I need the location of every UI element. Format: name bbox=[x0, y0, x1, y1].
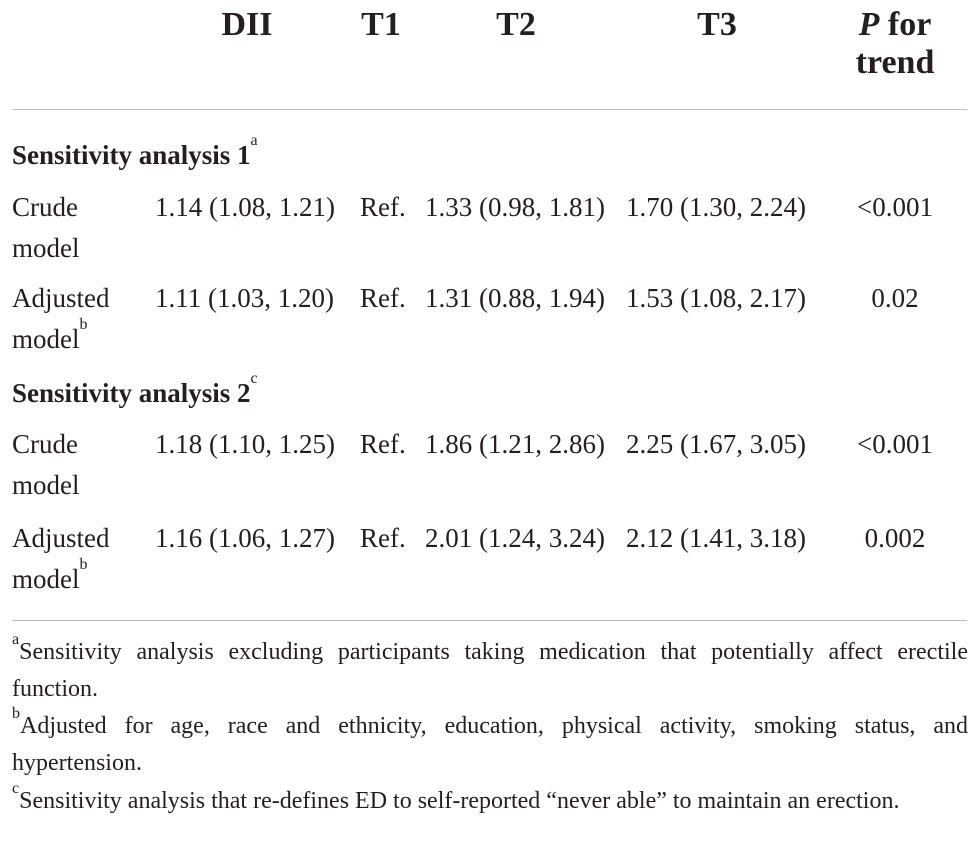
p-italic: P bbox=[858, 6, 880, 43]
cell: 1.33 (0.98, 1.81) bbox=[425, 192, 605, 222]
cell: Ref. bbox=[360, 523, 406, 553]
p-value: <0.001 bbox=[857, 192, 933, 222]
section-text: Sensitivity analysis 1 bbox=[12, 140, 251, 170]
cell: 2.25 (1.67, 3.05) bbox=[626, 429, 806, 459]
cell: 1.11 (1.03, 1.20) bbox=[155, 283, 334, 313]
row-text: Adjusted model bbox=[12, 523, 110, 594]
footnote: bAdjusted for age, race and ethnicity, e… bbox=[12, 705, 968, 782]
footnote-mark: a bbox=[12, 631, 20, 648]
cell: Ref. bbox=[360, 429, 406, 459]
cell: 1.31 (0.88, 1.94) bbox=[425, 283, 605, 313]
column-header: T1 bbox=[361, 6, 401, 43]
p-value: 0.02 bbox=[871, 283, 919, 313]
row-label: Crude model bbox=[12, 424, 142, 506]
section-note: c bbox=[250, 370, 258, 387]
footnote-mark: c bbox=[12, 780, 20, 797]
cell: 1.86 (1.21, 2.86) bbox=[425, 429, 605, 459]
p-rest: for trend bbox=[855, 6, 935, 81]
cell: 2.12 (1.41, 3.18) bbox=[626, 523, 806, 553]
row-label: Crude model bbox=[12, 187, 142, 269]
footnote: aSensitivity analysis excluding particip… bbox=[12, 631, 968, 708]
cell: Ref. bbox=[360, 192, 406, 222]
section-label: Sensitivity analysis 2c bbox=[12, 370, 258, 414]
footnote-mark: b bbox=[12, 705, 20, 722]
row-label: Adjusted modelb bbox=[12, 518, 142, 600]
header-rule bbox=[12, 109, 967, 110]
cell: 2.01 (1.24, 3.24) bbox=[425, 523, 605, 553]
section-note: a bbox=[250, 132, 258, 149]
footnote: cSensitivity analysis that re-defines ED… bbox=[12, 780, 968, 820]
p-trend-header: P for trend bbox=[835, 6, 955, 82]
footnote-text: Adjusted for age, race and ethnicity, ed… bbox=[12, 713, 968, 776]
cell: 1.70 (1.30, 2.24) bbox=[626, 192, 806, 222]
cell: 1.53 (1.08, 2.17) bbox=[626, 283, 806, 313]
cell: Ref. bbox=[360, 283, 406, 313]
row-note: b bbox=[79, 316, 88, 333]
p-value: 0.002 bbox=[864, 523, 926, 553]
footnote-text: Sensitivity analysis excluding participa… bbox=[12, 639, 968, 702]
column-header: T3 bbox=[697, 6, 737, 43]
footer-rule bbox=[12, 620, 967, 621]
footnote-text: Sensitivity analysis that re-defines ED … bbox=[19, 788, 900, 814]
section-text: Sensitivity analysis 2 bbox=[12, 378, 251, 408]
row-text: Crude model bbox=[12, 192, 80, 263]
row-note: b bbox=[79, 556, 88, 573]
column-header: DII bbox=[221, 6, 273, 43]
section-label: Sensitivity analysis 1a bbox=[12, 132, 258, 176]
cell: 1.16 (1.06, 1.27) bbox=[155, 523, 335, 553]
cell: 1.18 (1.10, 1.25) bbox=[155, 429, 335, 459]
column-header: T2 bbox=[496, 6, 536, 43]
cell: 1.14 (1.08, 1.21) bbox=[155, 192, 335, 222]
row-text: Crude model bbox=[12, 429, 80, 500]
row-label: Adjusted modelb bbox=[12, 278, 142, 360]
row-text: Adjusted model bbox=[12, 283, 110, 354]
p-value: <0.001 bbox=[857, 429, 933, 459]
